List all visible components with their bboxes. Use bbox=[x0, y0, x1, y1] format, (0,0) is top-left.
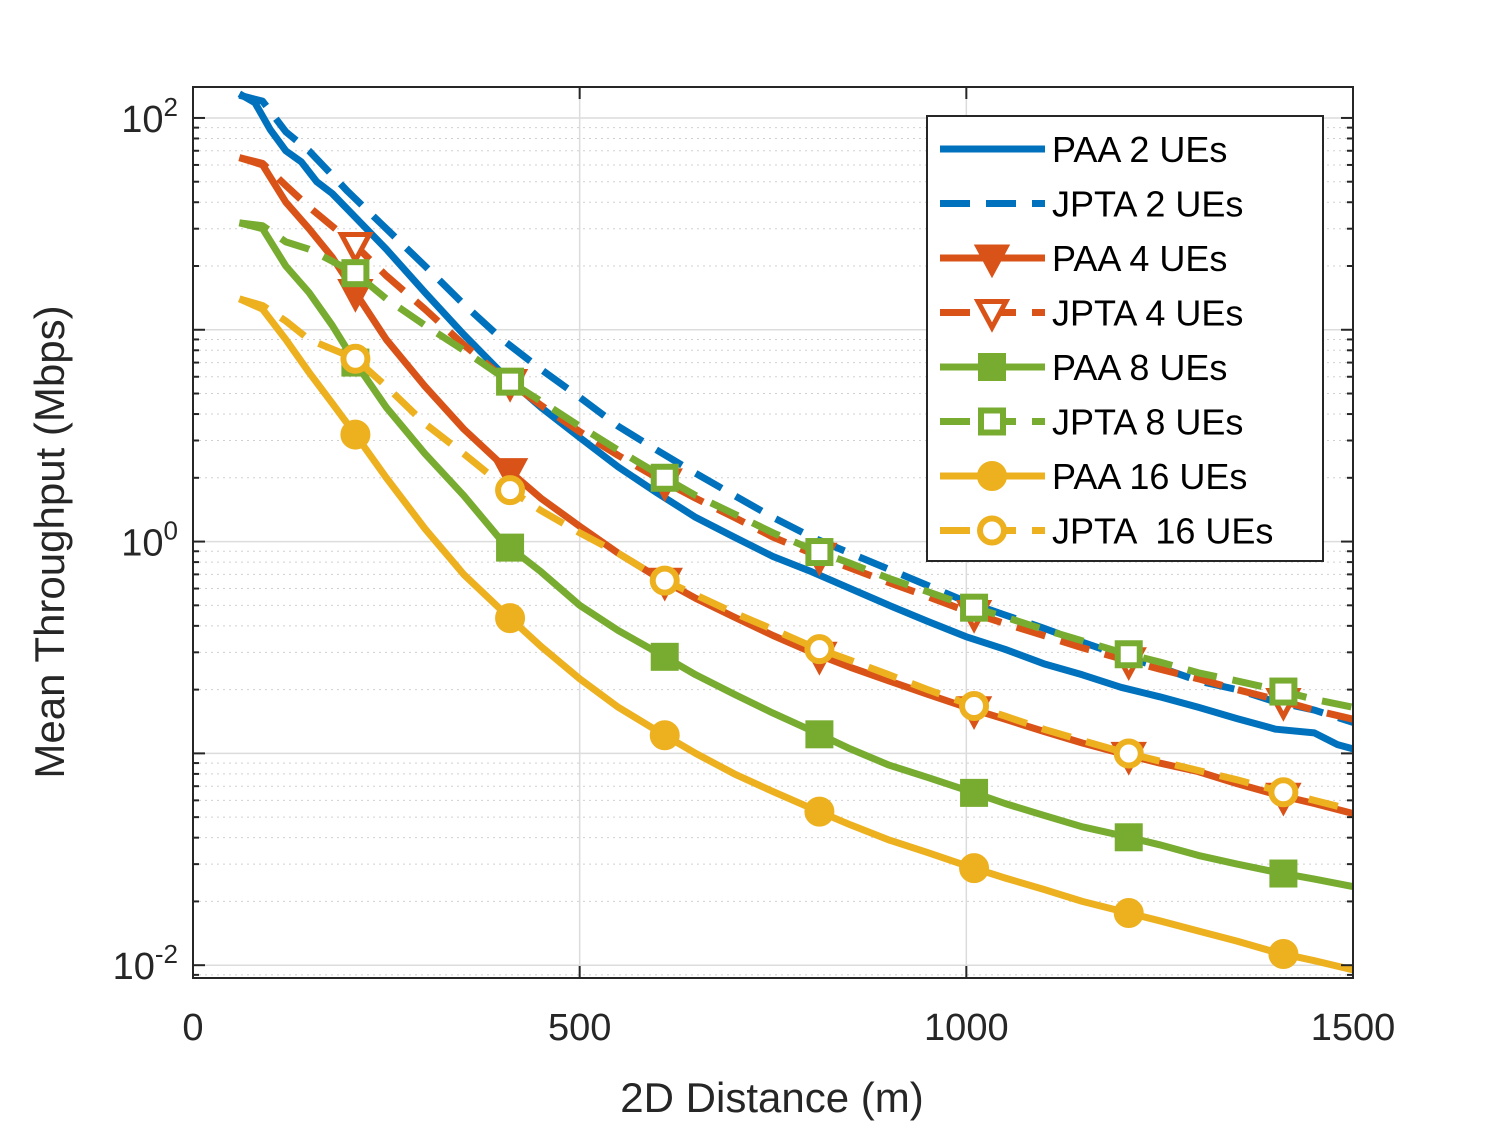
series-line-jpta-2-ues bbox=[238, 91, 1355, 726]
marker-paa-16-ues bbox=[649, 720, 680, 751]
series-layer bbox=[237, 90, 1355, 974]
marker-paa-8-ues bbox=[805, 720, 834, 749]
series-paa-16-ues bbox=[237, 295, 1354, 974]
marker-jpta-16-ues bbox=[1268, 777, 1299, 808]
legend-item-paa-4-ues: PAA 4 UEs bbox=[940, 238, 1227, 279]
legend-label: PAA 8 UEs bbox=[1052, 347, 1227, 388]
marker-paa-8-ues bbox=[650, 642, 679, 671]
legend-item-jpta-16-ues: JPTA 16 UEs bbox=[940, 511, 1273, 552]
marker-jpta-8-ues bbox=[496, 367, 525, 396]
legend-label: JPTA 4 UEs bbox=[1052, 293, 1243, 334]
marker-paa-8-ues bbox=[1269, 859, 1298, 888]
marker-jpta-4-ues bbox=[337, 231, 374, 266]
x-axis-label: 2D Distance (m) bbox=[620, 1074, 923, 1121]
ticks: 0 500 1000 1500 10-2 100 102 bbox=[113, 87, 1396, 1049]
marker-jpta-8-ues bbox=[805, 538, 834, 567]
legend-label: JPTA 16 UEs bbox=[1052, 511, 1273, 552]
series-jpta-16-ues bbox=[238, 295, 1354, 814]
marker-paa-16-ues bbox=[1268, 939, 1299, 970]
marker-paa-4-ues bbox=[491, 458, 529, 492]
marker-jpta-8-ues bbox=[1114, 640, 1143, 669]
series-line-jpta-8-ues bbox=[238, 219, 1354, 711]
marker-jpta-16-ues bbox=[1113, 738, 1144, 769]
legend-item-jpta-4-ues: JPTA 4 UEs bbox=[940, 293, 1243, 334]
marker-jpta-8-ues bbox=[960, 593, 989, 622]
marker-jpta-16-ues bbox=[804, 634, 835, 665]
marker-jpta-8-ues bbox=[1269, 677, 1298, 706]
legend-label: PAA 2 UEs bbox=[1052, 129, 1227, 170]
y-tick-label: 10-2 bbox=[113, 939, 178, 988]
marker-paa-16-ues bbox=[340, 419, 371, 450]
marker-paa-8-ues bbox=[496, 533, 525, 562]
legend-item-jpta-2-ues: JPTA 2 UEs bbox=[940, 184, 1243, 225]
marker-paa-8-ues bbox=[960, 778, 989, 807]
y-tick-label: 100 bbox=[121, 516, 178, 565]
marker-paa-16-ues bbox=[1113, 898, 1144, 929]
legend-item-jpta-8-ues: JPTA 8 UEs bbox=[940, 402, 1243, 443]
series-jpta-2-ues bbox=[238, 91, 1355, 726]
y-axis-label: Mean Throughput (Mbps) bbox=[26, 305, 73, 778]
legend-marker bbox=[977, 461, 1007, 491]
legend: PAA 2 UEs JPTA 2 UEs PAA 4 UEs JPTA 4 UEs PA… bbox=[926, 115, 1324, 562]
legend-marker bbox=[978, 353, 1006, 381]
legend-label: PAA 16 UEs bbox=[1052, 456, 1247, 497]
x-tick-label: 1500 bbox=[1311, 1007, 1396, 1049]
legend-label: PAA 4 UEs bbox=[1052, 238, 1227, 279]
y-tick-label: 102 bbox=[121, 92, 178, 141]
marker-jpta-16-ues bbox=[495, 475, 526, 506]
series-jpta-8-ues bbox=[238, 219, 1354, 711]
marker-jpta-16-ues bbox=[959, 691, 990, 722]
legend-marker bbox=[973, 299, 1011, 333]
legend-item-paa-2-ues: PAA 2 UEs bbox=[940, 129, 1227, 170]
legend-item-paa-8-ues: PAA 8 UEs bbox=[940, 347, 1227, 388]
series-line-paa-2-ues bbox=[237, 90, 1354, 753]
marker-paa-16-ues bbox=[495, 603, 526, 634]
marker-jpta-16-ues bbox=[649, 565, 680, 596]
marker-jpta-8-ues bbox=[650, 463, 679, 492]
legend-marker bbox=[973, 244, 1011, 279]
legend-item-paa-16-ues: PAA 16 UEs bbox=[940, 456, 1247, 497]
marker-jpta-8-ues bbox=[341, 259, 370, 288]
legend-label: JPTA 8 UEs bbox=[1052, 402, 1243, 443]
x-tick-label: 500 bbox=[548, 1007, 611, 1049]
x-tick-label: 1000 bbox=[924, 1007, 1009, 1049]
x-tick-label: 0 bbox=[182, 1007, 203, 1049]
marker-paa-8-ues bbox=[1114, 823, 1143, 852]
series-paa-2-ues bbox=[237, 90, 1354, 753]
marker-jpta-16-ues bbox=[340, 343, 371, 374]
marker-paa-16-ues bbox=[959, 853, 990, 884]
legend-marker bbox=[977, 515, 1007, 546]
legend-marker bbox=[978, 407, 1006, 436]
marker-paa-16-ues bbox=[804, 796, 835, 827]
legend-label: JPTA 2 UEs bbox=[1052, 184, 1243, 225]
series-line-jpta-4-ues bbox=[238, 154, 1354, 723]
plot-frame bbox=[192, 86, 1354, 979]
